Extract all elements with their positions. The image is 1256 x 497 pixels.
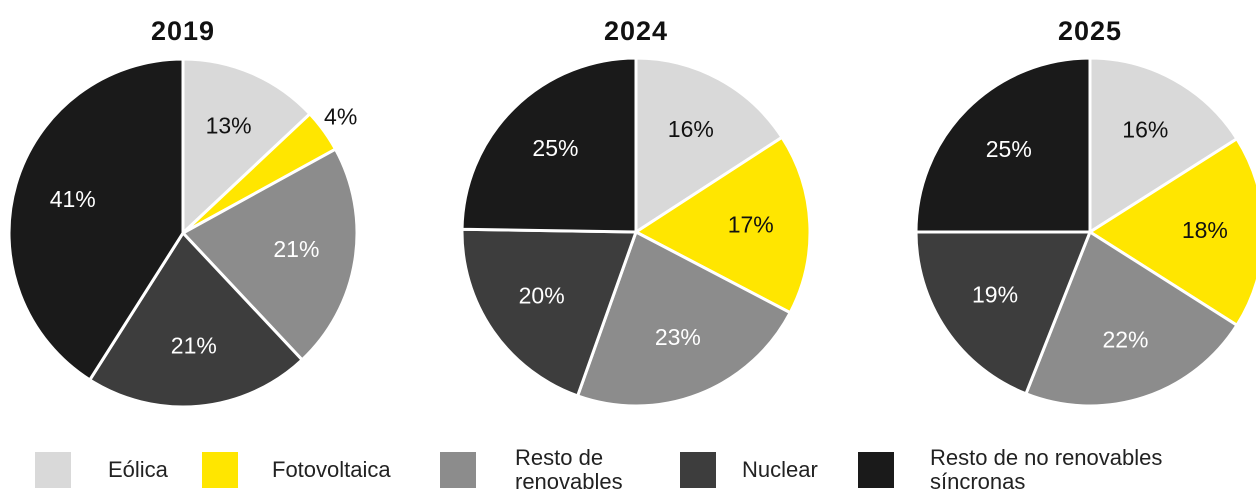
value-label: 13% — [206, 113, 252, 139]
value-label: 25% — [986, 136, 1032, 162]
pie-slice — [460, 56, 638, 234]
charts: 2019 13% 4% 21% 21% 41% 2024 16% 17% 23% 20% 25% 202… — [7, 16, 1256, 409]
pie-slice — [1087, 136, 1256, 328]
value-label: 22% — [1102, 326, 1148, 352]
value-label: 18% — [1182, 217, 1228, 243]
pie-title: 2019 — [151, 16, 215, 46]
legend-label: Nuclear — [742, 457, 818, 482]
value-label: 25% — [532, 135, 578, 161]
pie-slice — [1024, 229, 1239, 408]
legend-swatch — [202, 452, 238, 488]
legend-swatch — [35, 452, 71, 488]
value-label: 21% — [273, 236, 319, 262]
pie-slice — [914, 230, 1093, 396]
value-label: 41% — [50, 186, 96, 212]
value-label: 16% — [1122, 116, 1168, 142]
pie-slice — [575, 229, 793, 408]
legend-label: Eólica — [108, 457, 168, 482]
pie-slice — [914, 56, 1092, 234]
legend-label: Resto de renovables — [515, 445, 623, 494]
pie-slice — [7, 57, 185, 382]
pie-slice — [1088, 56, 1239, 235]
value-label: 16% — [668, 116, 714, 142]
legend-label: Fotovoltaica — [272, 457, 391, 482]
pie-slice — [634, 56, 785, 235]
value-label: 4% — [324, 104, 357, 130]
pie-slice — [633, 135, 812, 315]
legend-swatch — [858, 452, 894, 488]
pie-title: 2024 — [604, 16, 668, 46]
value-label: 17% — [728, 212, 774, 238]
legend-label: Resto de no renovables síncronas — [930, 445, 1163, 494]
legend-swatch — [680, 452, 716, 488]
value-label: 21% — [171, 332, 217, 358]
pie-slice — [87, 230, 305, 409]
value-label: 20% — [519, 283, 565, 309]
pie-slice — [460, 227, 639, 398]
pie-title: 2025 — [1058, 16, 1122, 46]
pie-slice — [180, 147, 359, 362]
pie-slice — [181, 57, 312, 237]
value-label: 23% — [655, 324, 701, 350]
legend-swatch — [440, 452, 476, 488]
value-label: 19% — [972, 282, 1018, 308]
